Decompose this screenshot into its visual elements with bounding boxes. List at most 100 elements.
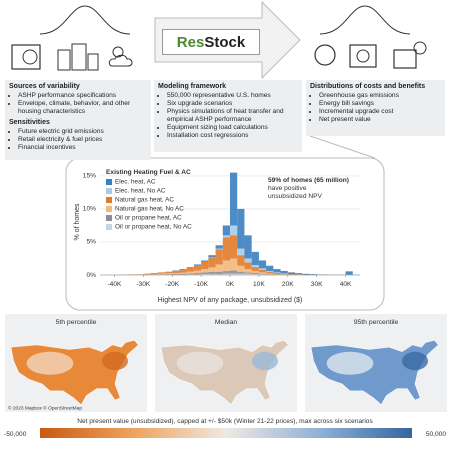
bullet-item: Greenhouse gas emissions [319, 92, 441, 100]
legend-swatch [106, 215, 112, 221]
legend-label: Elec. heat, AC [115, 179, 156, 186]
bell-curve [319, 5, 411, 35]
x-tick-label: 20K [282, 281, 294, 288]
histogram-bar [266, 271, 274, 272]
bullet-item: Envelope, climate, behavior, and other h… [18, 100, 147, 116]
histogram-bar [186, 267, 194, 268]
histogram-bar [222, 273, 230, 275]
x-tick-label: -40K [107, 281, 122, 288]
bullet-item: Six upgrade scenarios [167, 100, 298, 108]
map-label: 5th percentile [56, 319, 97, 326]
histogram-bar [287, 274, 295, 275]
histogram-bar [208, 257, 216, 268]
histogram-bar [222, 225, 230, 236]
weather-icon [112, 46, 124, 58]
y-tick-label: 5% [86, 239, 96, 246]
histogram-bar [266, 265, 274, 272]
panel-heading: Modeling framework [158, 83, 227, 90]
map-region [102, 351, 128, 371]
bullet-item: Installation cost regressions [167, 132, 298, 140]
histogram-bar [186, 271, 194, 274]
histogram-bar [266, 273, 274, 275]
histogram-bar [150, 274, 158, 275]
histogram-bar [237, 248, 245, 256]
x-tick-label: -10K [194, 281, 209, 288]
bullet-list: Greenhouse gas emissionsEnergy bill savi… [310, 92, 441, 124]
colorbar-max-label: 50,000 [426, 431, 447, 438]
map-label: 95th percentile [354, 319, 399, 326]
bill-icon [356, 49, 370, 63]
histogram-bar [186, 273, 194, 275]
x-tick-label: -30K [136, 281, 151, 288]
map-region [26, 351, 74, 375]
histogram-bar [193, 270, 202, 274]
histogram-bar [215, 264, 223, 272]
bullet-item: Physics simulations of heat transfer and… [167, 108, 298, 124]
histogram-bar [215, 249, 223, 265]
histogram-bar [165, 271, 173, 274]
histogram-bar [201, 260, 209, 262]
histogram-bar [186, 267, 194, 272]
annotation: unsubsidized NPV [268, 193, 322, 200]
x-axis-label: Highest NPV of any package, unsubsidized… [158, 297, 303, 304]
histogram-bar [179, 269, 187, 273]
bullet-list: Future electric grid emissionsRetail ele… [9, 128, 147, 152]
histogram-bar [266, 271, 274, 274]
map [160, 340, 289, 406]
text-panel: Distributions of costs and benefits Green… [306, 80, 445, 136]
histogram-bar [244, 258, 252, 263]
bullet-item: Future electric grid emissions [18, 128, 147, 136]
bullet-item: Net present value [319, 116, 441, 124]
histogram-bar [345, 271, 353, 275]
histogram-bar [295, 273, 303, 275]
heat-pump-icon [22, 49, 38, 65]
histogram-bar [251, 274, 259, 275]
histogram-bar [244, 262, 252, 270]
histogram-bar [186, 274, 194, 275]
histogram-bar [273, 269, 281, 273]
legend-label: Natural gas heat, AC [115, 197, 174, 204]
histogram-bar [179, 274, 187, 275]
histogram-bar [201, 274, 209, 275]
bullet-item: Energy bill savings [319, 100, 441, 108]
y-tick-label: 15% [83, 173, 96, 180]
histogram-bar [222, 235, 230, 238]
histogram-bar [165, 274, 173, 275]
histogram-bar [251, 267, 259, 272]
histogram-bar [237, 265, 245, 272]
histogram-bar [201, 269, 209, 273]
bullet-item: ASHP performance specifications [18, 92, 147, 100]
legend-swatch [106, 197, 112, 203]
histogram-bar [258, 274, 267, 275]
bullet-list: ASHP performance specificationsEnvelope,… [9, 92, 147, 116]
histogram-bar [222, 237, 230, 261]
histogram-bar [172, 274, 180, 275]
heat-pump-icon [11, 44, 41, 70]
histogram-bar [172, 270, 180, 274]
histogram-bar [230, 172, 238, 226]
y-tick-label: 0% [86, 272, 96, 279]
histogram-bar [273, 274, 281, 275]
x-tick-label: 10K [253, 281, 265, 288]
text-panel: Sources of variability ASHP performance s… [5, 80, 151, 160]
bullet-item: Incremental upgrade cost [319, 108, 441, 116]
map-region [326, 351, 374, 375]
histogram-bar [237, 255, 245, 266]
logo-part: Res [176, 34, 205, 51]
x-tick-label: 0K [226, 281, 235, 288]
maps: 5th percentile Median 95th percentile [5, 314, 447, 412]
bullet-item: 550,000 representative U.S. homes [167, 92, 298, 100]
weather-icon [108, 54, 133, 67]
legend-swatch [106, 206, 112, 212]
histogram-bar [215, 248, 223, 250]
histogram-bar [258, 272, 267, 274]
histogram-bar [230, 273, 238, 275]
histogram-bar [237, 271, 245, 274]
histogram-bar [150, 273, 158, 275]
map-credit: © 2023 Mapbox © OpenStreetMap [8, 404, 82, 411]
colorbar [40, 428, 412, 438]
histogram-bar [230, 270, 238, 274]
histogram-bar [244, 269, 252, 273]
histogram-bar [237, 273, 245, 275]
